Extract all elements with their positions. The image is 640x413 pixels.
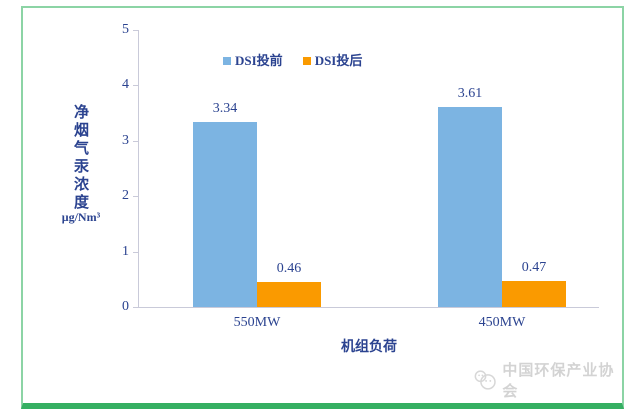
value-label: 3.61 xyxy=(457,86,483,101)
y-tick xyxy=(133,307,138,308)
value-label: 3.34 xyxy=(212,100,238,116)
y-tick-label: 4 xyxy=(122,77,129,93)
y-axis-unit: μg/Nm³ xyxy=(61,210,101,224)
legend-label: DSI投后 xyxy=(314,53,363,68)
bar-DSI投后-450MW xyxy=(502,280,566,307)
x-axis-line xyxy=(138,307,599,308)
x-axis-title: 机组负荷 xyxy=(341,340,397,355)
legend-item: DSI投前 xyxy=(223,54,283,68)
y-tick xyxy=(133,85,138,87)
bar-DSI投前-550MW xyxy=(193,121,257,307)
watermark-text: 中国环保产业协会 xyxy=(502,363,615,400)
y-tick-label: 5 xyxy=(122,22,129,37)
legend-swatch-icon xyxy=(223,57,231,65)
legend: DSI投前 DSI投后 xyxy=(223,54,362,68)
y-tick-label: 3 xyxy=(122,132,129,148)
y-tick-label: 1 xyxy=(122,243,129,259)
y-tick xyxy=(133,251,138,253)
y-tick xyxy=(133,30,138,31)
y-axis-line xyxy=(138,30,139,307)
watermark: 中国环保产业协会 xyxy=(473,359,622,401)
bar-DSI投前-450MW xyxy=(438,107,502,307)
y-tick-label: 0 xyxy=(122,299,129,314)
value-label: 0.47 xyxy=(521,259,547,275)
y-axis-title: 净烟气汞浓度 xyxy=(72,104,88,212)
category-label: 550MW xyxy=(233,315,281,330)
legend-swatch-icon xyxy=(302,57,311,65)
y-tick-label: 2 xyxy=(122,188,129,204)
category-label: 450MW xyxy=(478,315,526,330)
y-tick xyxy=(133,196,138,198)
legend-item: DSI投后 xyxy=(302,53,363,68)
value-label: 0.46 xyxy=(276,260,302,276)
bar-DSI投后-550MW xyxy=(257,281,321,307)
chart-frame: DSI投前 DSI投后 净烟气汞浓度 μg/Nm³ 0 1 2 3 4 5 3.34 0.46 5… xyxy=(21,6,624,409)
chat-bubbles-logo-icon xyxy=(474,370,496,390)
y-tick xyxy=(133,140,138,142)
legend-label: DSI投前 xyxy=(235,53,283,68)
